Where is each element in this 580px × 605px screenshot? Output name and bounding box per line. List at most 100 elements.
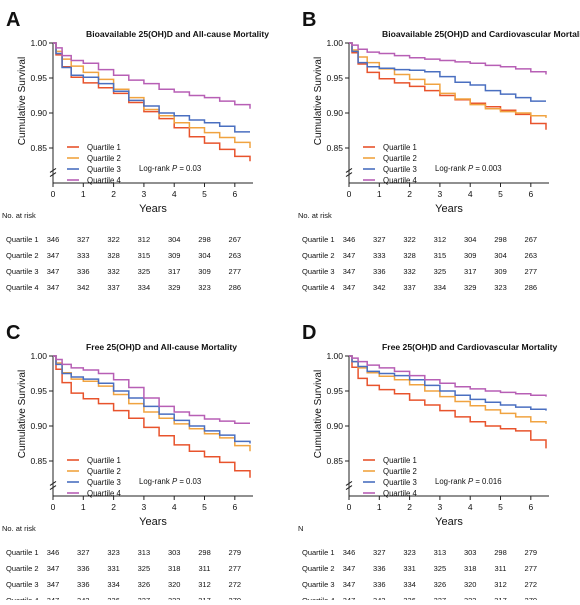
x-tick-label: 6 bbox=[232, 502, 237, 512]
risk-cell: 333 bbox=[77, 251, 90, 260]
panel-a: A Bioavailable 25(OH)D and All-cause Mort… bbox=[2, 9, 269, 292]
risk-table: No. at risk Quartile 1 346 327 322 312 304 298 2… bbox=[298, 211, 537, 292]
y-tick-label: 0.85 bbox=[326, 456, 343, 466]
risk-cell: 327 bbox=[77, 235, 90, 244]
risk-cell: 336 bbox=[77, 267, 90, 276]
y-tick-label: 1.00 bbox=[30, 38, 47, 48]
x-tick-label: 1 bbox=[81, 502, 86, 512]
risk-row-label: Quartile 1 bbox=[6, 235, 39, 244]
chart-title: Bioavailable 25(OH)D and All-cause Morta… bbox=[86, 29, 269, 39]
risk-cell: 277 bbox=[229, 267, 242, 276]
axes bbox=[49, 355, 253, 500]
series-line-quartile-2 bbox=[349, 42, 547, 118]
axis-break-mark bbox=[49, 167, 57, 173]
x-tick-label: 5 bbox=[498, 189, 503, 199]
risk-cell: 336 bbox=[77, 580, 90, 589]
risk-cell: 329 bbox=[464, 283, 477, 292]
risk-cell: 304 bbox=[168, 235, 181, 244]
x-tick-label: 0 bbox=[51, 189, 56, 199]
risk-cell: 286 bbox=[525, 283, 538, 292]
risk-cell: 336 bbox=[373, 580, 386, 589]
risk-cell: 346 bbox=[47, 548, 60, 557]
risk-cell: 327 bbox=[434, 596, 447, 600]
logrank-label: Log-rank bbox=[435, 164, 468, 173]
x-tick-label: 6 bbox=[528, 189, 533, 199]
risk-cell: 318 bbox=[168, 564, 181, 573]
series-line-quartile-1 bbox=[349, 355, 547, 449]
risk-cell: 298 bbox=[198, 235, 211, 244]
risk-row-label: Quartile 4 bbox=[6, 596, 39, 600]
x-axis-title: Years bbox=[435, 203, 463, 215]
risk-cell: 342 bbox=[373, 283, 386, 292]
x-tick-label: 1 bbox=[81, 189, 86, 199]
axis-break-mark bbox=[49, 485, 57, 491]
x-tick-label: 3 bbox=[142, 502, 147, 512]
risk-cell: 298 bbox=[494, 548, 507, 557]
x-tick-label: 3 bbox=[142, 189, 147, 199]
risk-cell: 323 bbox=[464, 596, 477, 600]
x-axis-title: Years bbox=[139, 516, 167, 528]
risk-cell: 315 bbox=[434, 251, 447, 260]
legend-label: Quartile 3 bbox=[383, 165, 417, 174]
risk-cell: 263 bbox=[229, 251, 242, 260]
risk-cell: 347 bbox=[47, 283, 60, 292]
x-tick-label: 2 bbox=[111, 189, 116, 199]
chart-title: Bioavailable 25(OH)D and Cardiovascular … bbox=[382, 29, 580, 39]
risk-cell: 347 bbox=[343, 596, 356, 600]
risk-cell: 337 bbox=[403, 283, 416, 292]
risk-cell: 347 bbox=[343, 283, 356, 292]
risk-cell: 277 bbox=[525, 267, 538, 276]
risk-cell: 347 bbox=[47, 596, 60, 600]
risk-table-header: No. at risk bbox=[2, 211, 36, 220]
risk-row-label: Quartile 4 bbox=[302, 596, 335, 600]
risk-table: No. at risk Quartile 1 346 327 322 312 304 298 2… bbox=[2, 211, 241, 292]
y-tick-label: 0.85 bbox=[30, 143, 47, 153]
logrank-value: = 0.03 bbox=[177, 477, 201, 486]
axes bbox=[345, 42, 549, 187]
risk-cell: 323 bbox=[198, 283, 211, 292]
risk-cell: 303 bbox=[464, 548, 477, 557]
x-axis-title: Years bbox=[435, 516, 463, 528]
y-tick-label: 1.00 bbox=[326, 351, 343, 361]
risk-cell: 272 bbox=[229, 580, 242, 589]
risk-cell: 277 bbox=[229, 564, 242, 573]
y-axis-title: Cumulative Survival bbox=[313, 370, 324, 458]
risk-cell: 279 bbox=[525, 548, 538, 557]
x-tick-label: 0 bbox=[51, 502, 56, 512]
risk-cell: 267 bbox=[229, 235, 242, 244]
panel-d: D Free 25(OH)D and Cardiovascular Mortali… bbox=[298, 322, 557, 605]
risk-cell: 337 bbox=[107, 283, 120, 292]
risk-cell: 317 bbox=[464, 267, 477, 276]
risk-cell: 327 bbox=[373, 548, 386, 557]
risk-cell: 326 bbox=[434, 580, 447, 589]
series-line-quartile-2 bbox=[53, 42, 251, 148]
risk-cell: 326 bbox=[138, 580, 151, 589]
legend-label: Quartile 2 bbox=[383, 467, 417, 476]
axis-break-mark bbox=[345, 167, 353, 173]
risk-cell: 336 bbox=[403, 596, 416, 600]
axis-break-mark bbox=[345, 172, 353, 178]
x-tick-label: 1 bbox=[377, 502, 382, 512]
panel-letter: D bbox=[302, 322, 316, 344]
risk-cell: 309 bbox=[198, 267, 211, 276]
legend-label: Quartile 4 bbox=[383, 176, 417, 185]
axes bbox=[345, 355, 549, 500]
x-tick-label: 5 bbox=[202, 502, 207, 512]
logrank-label: Log-rank bbox=[139, 477, 172, 486]
risk-cell: 312 bbox=[434, 235, 447, 244]
x-tick-label: 4 bbox=[172, 189, 177, 199]
risk-row-label: Quartile 2 bbox=[302, 251, 335, 260]
panel-letter: C bbox=[6, 322, 20, 344]
risk-row-label: Quartile 1 bbox=[302, 235, 335, 244]
legend-label: Quartile 4 bbox=[87, 489, 121, 498]
axes bbox=[49, 42, 253, 187]
risk-cell: 309 bbox=[494, 267, 507, 276]
risk-cell: 343 bbox=[77, 596, 90, 600]
risk-cell: 263 bbox=[525, 251, 538, 260]
risk-table-header: No. at risk bbox=[2, 524, 36, 533]
logrank-annotation: Log-rank P = 0.03 bbox=[139, 164, 201, 173]
x-tick-label: 6 bbox=[528, 502, 533, 512]
risk-cell: 309 bbox=[168, 251, 181, 260]
series-line-quartile-4 bbox=[53, 42, 251, 109]
